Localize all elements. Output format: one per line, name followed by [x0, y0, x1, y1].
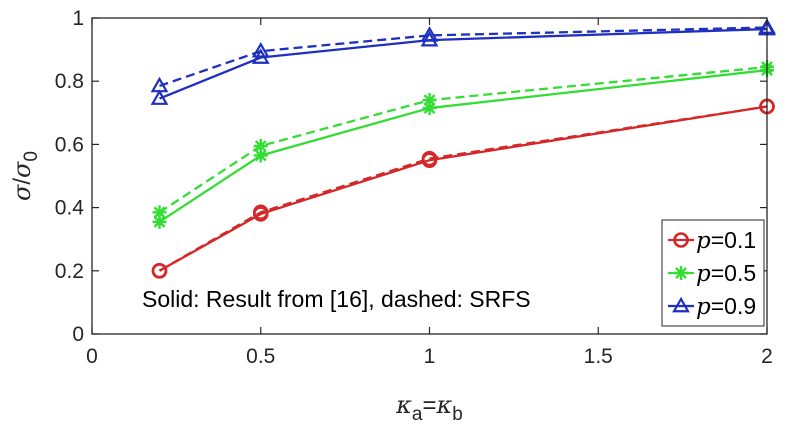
x-tick-label: 2 [761, 345, 773, 368]
chart-annotation: Solid: Result from [16], dashed: SRFS [142, 286, 531, 312]
legend-marker [672, 296, 690, 313]
data-point-solid [150, 89, 169, 105]
legend-entry: p=0.9 [668, 293, 756, 320]
y-tick-label: 0.4 [55, 197, 85, 220]
data-point-solid [422, 101, 437, 116]
chart-marks [150, 18, 776, 279]
data-point-dashed [152, 205, 167, 220]
series-line-solid [158, 68, 768, 223]
y-tick-label: 0 [72, 323, 84, 346]
data-point-dashed [253, 138, 268, 153]
data-point-solid [421, 152, 438, 168]
y-axis-title-numerator: σ [8, 184, 36, 201]
x-tick-label: 0.5 [246, 345, 275, 368]
y-axis-title-slash: / [9, 178, 36, 185]
x-tick-label: 1 [424, 345, 436, 368]
legend-label-value: =0.9 [711, 293, 756, 319]
series-line-dashed [158, 65, 768, 214]
series-p=0.9 [150, 18, 776, 105]
data-point-solid [253, 148, 268, 163]
legend-label: p=0.9 [696, 293, 756, 320]
series-line-solid [159, 27, 768, 100]
legend-label: p=0.5 [696, 260, 756, 287]
legend-marker [673, 232, 689, 248]
legend-marker [674, 266, 688, 280]
axes: 0 0.5 1 1.5 2 0 0.2 0.4 0.6 0.8 1 [55, 7, 773, 368]
legend-entry: p=0.1 [668, 227, 756, 254]
legend-label-var: p [696, 261, 711, 287]
y-axis-title: σ/σ0 [8, 151, 42, 201]
data-point-dashed [422, 93, 437, 108]
series-line-solid [158, 105, 768, 272]
x-tick-label: 1.5 [584, 345, 613, 368]
legend-label-var: p [696, 228, 711, 254]
legend-label: p=0.1 [696, 227, 756, 254]
series-p=0.1 [151, 98, 775, 279]
data-point-solid [251, 48, 270, 64]
data-point-solid [252, 206, 269, 222]
data-point-solid [420, 30, 439, 47]
legend-label-value: =0.5 [711, 260, 756, 286]
data-point-solid [152, 214, 167, 229]
x-tick-label: 0 [86, 345, 98, 368]
x-axis-title-sub-a: a [412, 404, 423, 425]
x-axis-title-kappa-b: κ [436, 391, 453, 419]
legend-entry: p=0.5 [668, 260, 756, 287]
y-tick-label: 0.8 [55, 70, 84, 93]
legend-label-var: p [696, 294, 711, 320]
x-axis-title-equals: = [422, 392, 436, 419]
y-tick-label: 0.6 [55, 133, 84, 156]
y-axis-title-denominator: σ [8, 161, 36, 178]
data-point-solid [151, 262, 168, 279]
x-axis-title-sub-b: b [452, 404, 463, 425]
x-axis-title: κa=κb [395, 391, 463, 425]
series-p=0.5 [152, 59, 774, 229]
y-tick-label: 1 [72, 7, 84, 30]
y-axis-title-subscript: 0 [21, 151, 42, 162]
x-axis-title-kappa-a: κ [395, 391, 412, 419]
legend-label-value: =0.1 [711, 227, 756, 253]
y-tick-label: 0.2 [55, 260, 84, 283]
legend: p=0.1p=0.5p=0.9 [661, 219, 765, 327]
